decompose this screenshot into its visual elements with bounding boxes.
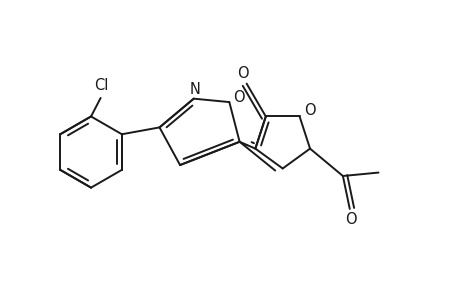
Text: N: N [189, 82, 200, 97]
Text: O: O [237, 66, 248, 81]
Text: O: O [303, 103, 315, 118]
Text: O: O [345, 212, 356, 226]
Text: O: O [233, 90, 244, 105]
Text: Cl: Cl [94, 78, 108, 93]
